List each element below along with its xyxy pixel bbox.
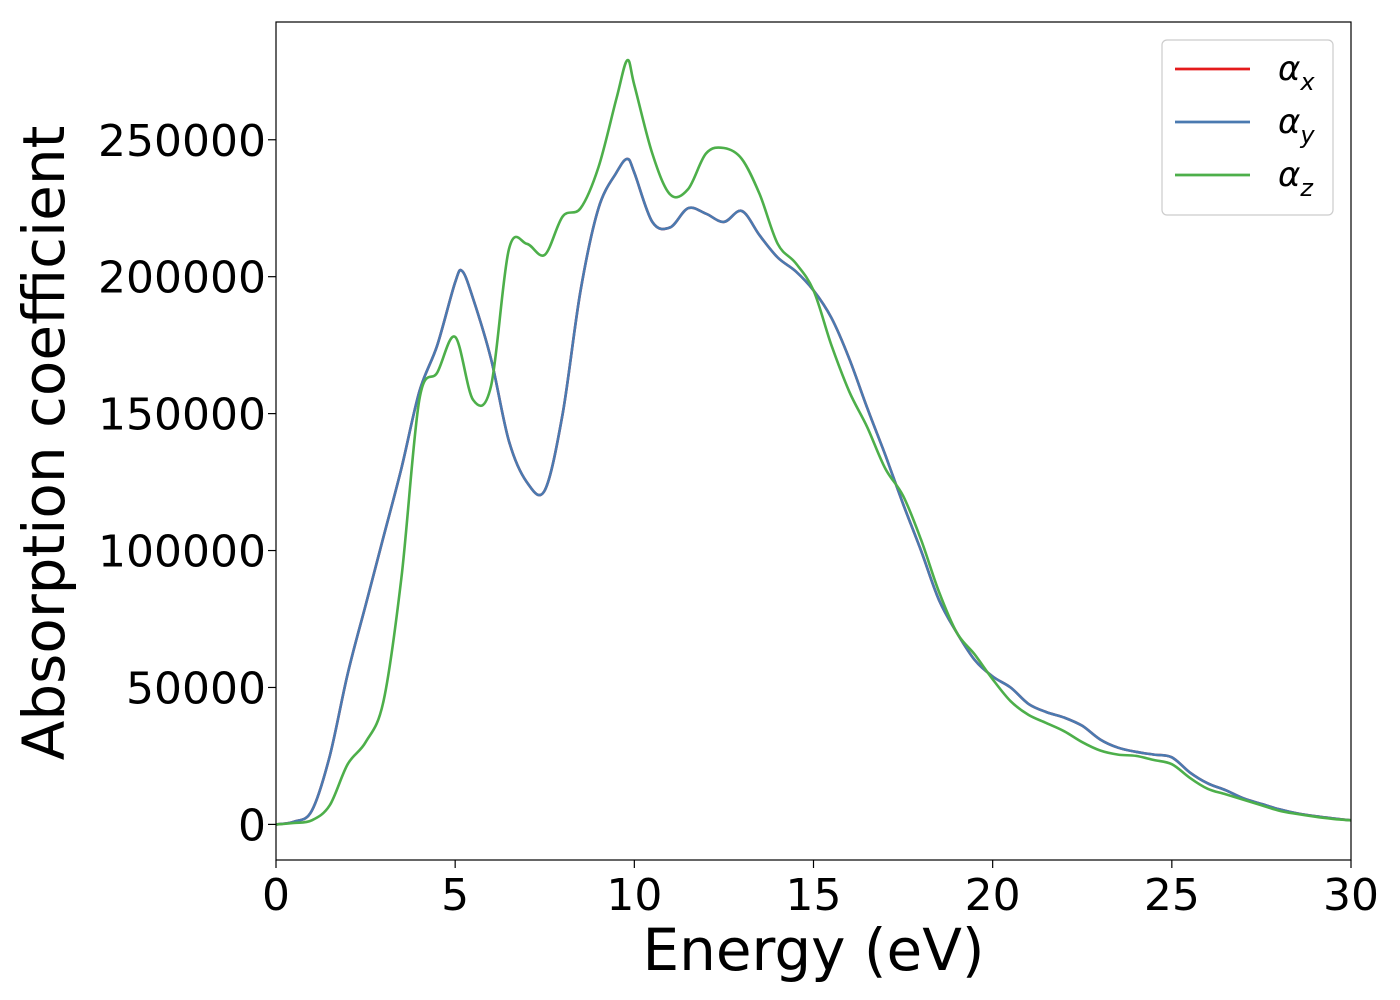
legend-label-x: αx — [1278, 49, 1315, 96]
legend-label-y: αy — [1278, 102, 1315, 149]
x-tick-label: 5 — [441, 870, 469, 921]
series-line-z — [275, 58, 1352, 826]
x-tick-label: 20 — [965, 870, 1021, 921]
x-axis-ticks: 0 5 10 15 20 25 30 — [262, 860, 1379, 921]
series-line-x — [275, 157, 1352, 826]
x-tick-label: 15 — [786, 870, 842, 921]
y-tick-label: 200000 — [98, 253, 266, 304]
legend: αx αy αz — [1161, 39, 1334, 216]
series-line-y — [275, 157, 1352, 826]
y-tick-label: 100000 — [98, 527, 266, 578]
x-tick-label: 25 — [1144, 870, 1200, 921]
y-tick-label: 50000 — [126, 663, 266, 714]
x-tick-label: 10 — [606, 870, 662, 921]
legend-box — [1161, 39, 1334, 216]
legend-label-z: αz — [1278, 155, 1314, 202]
y-axis-label: Absorption coefficient — [10, 126, 78, 761]
x-tick-label: 30 — [1323, 870, 1379, 921]
y-tick-label: 150000 — [98, 390, 266, 441]
series-layer — [275, 58, 1352, 826]
y-tick-label: 250000 — [98, 116, 266, 167]
y-axis-ticks: 0 50000 100000 150000 200000 250000 — [98, 116, 276, 851]
x-axis-label: Energy (eV) — [642, 916, 984, 984]
x-tick-label: 0 — [262, 870, 290, 921]
y-tick-label: 0 — [238, 800, 266, 851]
